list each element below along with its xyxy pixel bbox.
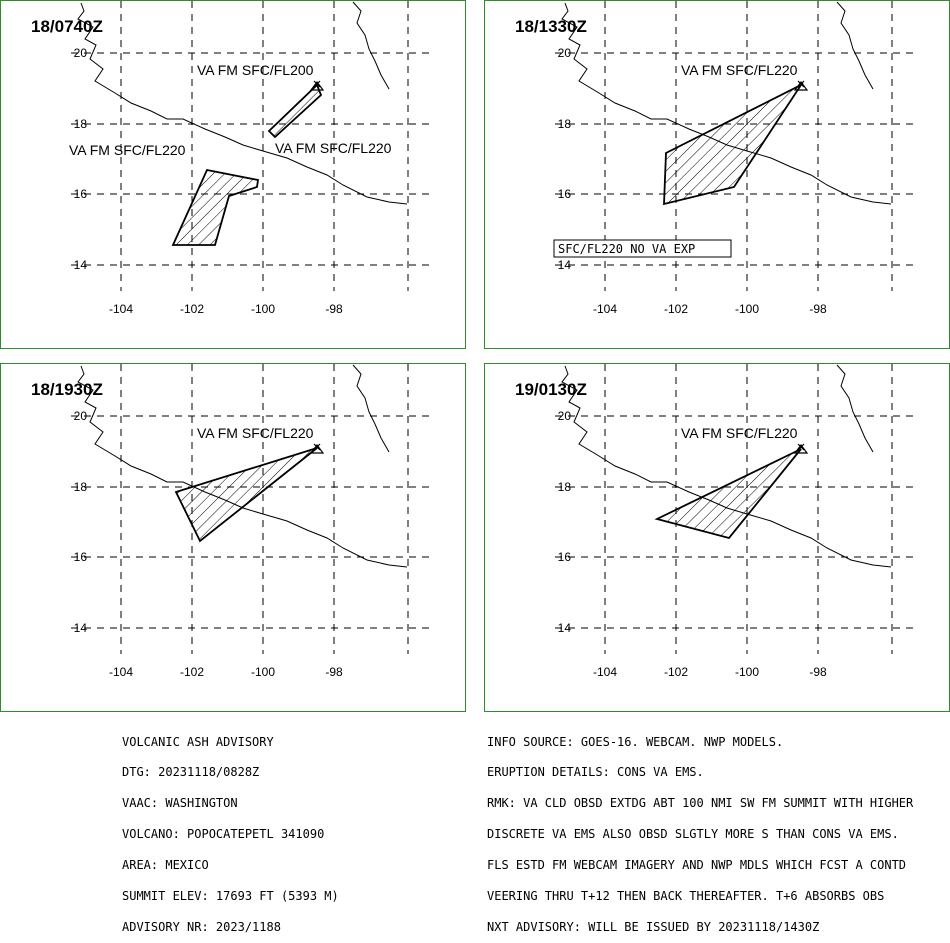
map-canvas: -104 -102 -100 -98 20 18 16 14 VA FM SFC/FL200 VA… bbox=[69, 1, 431, 316]
longitude-tick-label: -98 bbox=[325, 665, 343, 679]
panel-time-title: 18/1930Z bbox=[31, 380, 103, 399]
advisory-line: NXT ADVISORY: WILL BE ISSUED BY 20231118… bbox=[487, 919, 820, 934]
advisory-line: FLS ESTD FM WEBCAM IMAGERY AND NWP MDLS … bbox=[487, 858, 907, 873]
map-canvas: -104 -102 -100 -98 20 18 16 14 VA FM SFC/FL220 bbox=[71, 364, 431, 679]
ash-level-label: VA FM SFC/FL220 bbox=[69, 142, 186, 158]
latitude-tick-label: 18 bbox=[74, 480, 88, 494]
coastline bbox=[561, 2, 892, 205]
longitude-tick-label: -104 bbox=[109, 665, 133, 679]
latitude-tick-label: 18 bbox=[558, 117, 572, 131]
map-canvas: -104 -102 -100 -98 20 18 16 14 VA FM SFC/FL220 bbox=[555, 364, 915, 679]
longitude-tick-label: -102 bbox=[180, 665, 204, 679]
ash-cloud-polygon bbox=[174, 447, 318, 543]
volcano-marker bbox=[793, 80, 809, 91]
volcano-marker bbox=[309, 443, 325, 454]
latitude-tick-label: 16 bbox=[558, 187, 572, 201]
longitude-tick-label: -104 bbox=[109, 302, 133, 316]
longitude-tick-label: -104 bbox=[593, 665, 617, 679]
latitude-tick-label: 18 bbox=[74, 117, 88, 131]
advisory-line: VOLCANIC ASH ADVISORY bbox=[122, 734, 274, 749]
advisory-line: ADVISORY NR: 2023/1188 bbox=[122, 919, 281, 934]
advisory-line: INFO SOURCE: GOES-16. WEBCAM. NWP MODELS… bbox=[487, 734, 784, 749]
latitude-tick-label: 14 bbox=[558, 621, 572, 635]
longitude-tick-label: -104 bbox=[593, 302, 617, 316]
advisory-line: ERUPTION DETAILS: CONS VA EMS. bbox=[487, 765, 704, 780]
latitude-tick-label: 16 bbox=[74, 550, 88, 564]
ash-level-label: VA FM SFC/FL220 bbox=[681, 62, 798, 78]
advisory-line: VAAC: WASHINGTON bbox=[122, 796, 238, 811]
advisory-line: VEERING THRU T+12 THEN BACK THEREAFTER. … bbox=[487, 889, 885, 904]
latitude-tick-label: 20 bbox=[74, 409, 88, 423]
longitude-tick-label: -102 bbox=[664, 665, 688, 679]
advisory-left: VOLCANIC ASH ADVISORY DTG: 20231118/0828… bbox=[122, 716, 339, 943]
latitude-tick-label: 14 bbox=[558, 258, 572, 272]
map-panel: -104 -102 -100 -98 20 18 16 14 VA FM SFC/FL220 19… bbox=[484, 363, 950, 712]
advisory-line: AREA: MEXICO bbox=[122, 858, 209, 873]
coastline bbox=[77, 365, 408, 568]
advisory-line: DTG: 20231118/0828Z bbox=[122, 765, 260, 780]
ash-cloud-polygon bbox=[654, 448, 802, 540]
ash-level-label: VA FM SFC/FL200 bbox=[197, 62, 314, 78]
coastline bbox=[77, 2, 408, 205]
panel-time-title: 18/1330Z bbox=[515, 17, 587, 36]
longitude-tick-label: -98 bbox=[325, 302, 343, 316]
longitude-tick-label: -100 bbox=[735, 665, 759, 679]
longitude-tick-label: -100 bbox=[251, 302, 275, 316]
country-border bbox=[836, 1, 874, 90]
advisory-line: RMK: VA CLD OBSD EXTDG ABT 100 NMI SW FM… bbox=[487, 796, 914, 811]
latitude-tick-label: 14 bbox=[74, 258, 88, 272]
country-border bbox=[836, 364, 874, 453]
volcano-marker bbox=[793, 443, 809, 454]
longitude-tick-label: -100 bbox=[251, 665, 275, 679]
longitude-tick-label: -102 bbox=[664, 302, 688, 316]
map-panel: -104 -102 -100 -98 20 18 16 14 VA FM SFC/FL220 18… bbox=[0, 363, 466, 712]
no-ash-expected-box: SFC/FL220 NO VA EXP bbox=[553, 239, 732, 258]
latitude-tick-label: 20 bbox=[558, 409, 572, 423]
latitude-tick-label: 18 bbox=[558, 480, 572, 494]
advisory-line: VOLCANO: POPOCATEPETL 341090 bbox=[122, 827, 325, 842]
latitude-tick-label: 16 bbox=[74, 187, 88, 201]
latitude-tick-label: 14 bbox=[74, 621, 88, 635]
coastline bbox=[561, 365, 892, 568]
ash-cloud-polygon bbox=[267, 83, 323, 139]
ash-level-label: VA FM SFC/FL220 bbox=[275, 140, 392, 156]
boxed-label-text: SFC/FL220 NO VA EXP bbox=[558, 242, 695, 256]
advisory-line: SUMMIT ELEV: 17693 FT (5393 M) bbox=[122, 889, 339, 904]
map-panel: -104 -102 -100 -98 20 18 16 14 VA FM SFC/FL220 SF… bbox=[484, 0, 950, 349]
panel-time-title: 19/0130Z bbox=[515, 380, 587, 399]
country-border bbox=[352, 364, 390, 453]
latitude-tick-label: 16 bbox=[558, 550, 572, 564]
ash-cloud-polygon bbox=[171, 168, 260, 246]
ash-cloud-polygon bbox=[663, 82, 804, 206]
latitude-tick-label: 20 bbox=[558, 46, 572, 60]
longitude-tick-label: -100 bbox=[735, 302, 759, 316]
map-canvas: -104 -102 -100 -98 20 18 16 14 VA FM SFC/FL220 SF… bbox=[553, 1, 915, 316]
longitude-tick-label: -98 bbox=[809, 665, 827, 679]
volcano-marker bbox=[309, 80, 325, 91]
longitude-tick-label: -98 bbox=[809, 302, 827, 316]
advisory-right: INFO SOURCE: GOES-16. WEBCAM. NWP MODELS… bbox=[487, 716, 913, 943]
country-border bbox=[352, 1, 390, 90]
advisory-line: DISCRETE VA EMS ALSO OBSD SLGTLY MORE S … bbox=[487, 827, 899, 842]
ash-level-label: VA FM SFC/FL220 bbox=[681, 425, 798, 441]
map-panel: -104 -102 -100 -98 20 18 16 14 VA FM SFC/FL200 VA… bbox=[0, 0, 466, 349]
longitude-tick-label: -102 bbox=[180, 302, 204, 316]
latitude-tick-label: 20 bbox=[74, 46, 88, 60]
panel-time-title: 18/0740Z bbox=[31, 17, 103, 36]
ash-level-label: VA FM SFC/FL220 bbox=[197, 425, 314, 441]
